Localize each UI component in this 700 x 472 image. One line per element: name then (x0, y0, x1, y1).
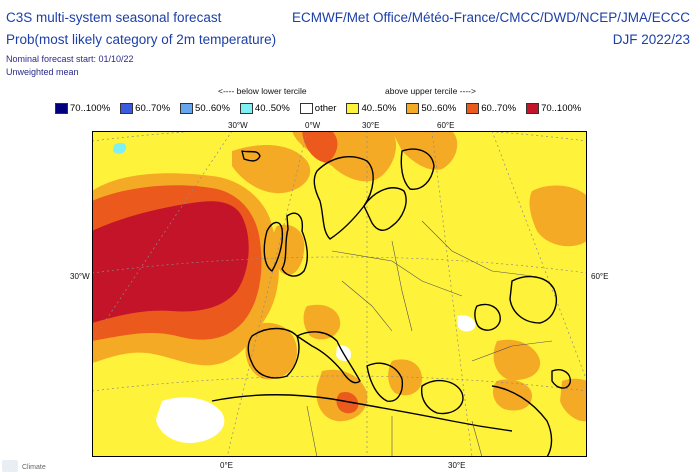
mean-type: Unweighted mean (6, 67, 79, 77)
coastline-balkans (366, 362, 404, 402)
region-above-60-70 (302, 131, 338, 163)
coastline-iberia (247, 327, 300, 379)
legend-label: 60..70% (481, 103, 517, 114)
climate-logo-text: Climate (22, 464, 46, 471)
coastline-turkey (420, 379, 464, 415)
region-above-70-100 (92, 201, 249, 323)
legend-item: 40..50% (346, 103, 396, 114)
centres-list: ECMWF/Met Office/Météo-France/CMCC/DWD/N… (291, 10, 690, 25)
legend-swatch (55, 103, 68, 114)
legend-above-label: above upper tercile ----> (385, 86, 476, 96)
region-above-60-70 (336, 391, 359, 414)
region-above-50-60 (560, 378, 587, 422)
legend-item: 70..100% (526, 103, 581, 114)
lon-label-top: 30°W (228, 121, 248, 130)
legend-item: 50..60% (180, 103, 230, 114)
region-above-50-60 (232, 145, 311, 194)
legend-swatch (406, 103, 420, 114)
border-line (331, 250, 463, 297)
legend-swatch (239, 103, 253, 114)
legend-item: 60..70% (466, 103, 516, 114)
coastline-norway (313, 155, 374, 240)
legend-below-label: <---- below lower tercile (218, 86, 307, 96)
legend-label: 40..50% (361, 103, 397, 114)
coastline-sweden (363, 187, 407, 231)
region-above-50-60 (245, 322, 297, 380)
legend-label: 50..60% (421, 103, 457, 114)
legend-label: 50..60% (195, 103, 230, 114)
probability-map (92, 131, 587, 457)
legend-item: 40..50% (239, 103, 290, 114)
coastline-arabia (491, 385, 553, 457)
coastline-ireland (263, 221, 284, 272)
legend-label: 60..70% (135, 103, 171, 114)
copernicus-logo (2, 460, 18, 472)
grid-line (226, 131, 308, 457)
graticule (92, 131, 587, 457)
map-svg (92, 131, 587, 457)
legend-swatch (120, 103, 134, 114)
legend-item: 60..70% (120, 103, 170, 114)
border-line (391, 240, 413, 332)
lat-label-right: 60°E (591, 272, 609, 281)
season-label: DJF 2022/23 (612, 32, 690, 47)
coastline-britain (281, 212, 309, 277)
coastline-black-sea (474, 303, 501, 331)
lat-label-left: 30°W (70, 272, 90, 281)
coastlines (211, 148, 571, 457)
border-line (421, 220, 533, 277)
legend-label: 40..50% (254, 103, 290, 114)
coastline-france-italy (296, 331, 361, 384)
region-other (457, 315, 476, 332)
borders (306, 220, 553, 457)
coastline-iceland (241, 150, 261, 162)
border-line (471, 340, 553, 362)
region-other (156, 397, 225, 444)
region-above-50-60 (272, 224, 305, 275)
lon-label-bottom: 0°E (220, 461, 233, 470)
map-frame (92, 131, 587, 457)
legend-label: 70..100% (541, 103, 582, 114)
border-line (306, 405, 318, 457)
region-below-40-50 (113, 142, 127, 154)
legend-item: 50..60% (406, 103, 456, 114)
legend-swatch (346, 103, 360, 114)
legend-item: 70..100% (55, 103, 110, 114)
coastline-caspian (509, 275, 558, 324)
legend-swatch (466, 103, 480, 114)
border-line (471, 420, 483, 457)
region-above-50-60 (493, 339, 541, 381)
region-above-50-60 (392, 131, 458, 170)
legend-swatch (299, 103, 313, 114)
region-above-50-60 (529, 185, 587, 247)
title-line-2: Prob(most likely category of 2m temperat… (6, 32, 277, 47)
lon-label-top: 60°E (437, 121, 455, 130)
legend-label: other (314, 103, 337, 114)
region-above-50-60 (303, 304, 341, 340)
lon-label-top: 30°E (362, 121, 380, 130)
legend-swatch (180, 103, 194, 114)
border-line (341, 280, 393, 332)
region-above-50-60 (492, 379, 532, 411)
forecast-start: Nominal forecast start: 01/10/22 (6, 54, 134, 64)
coastline-gulf (551, 369, 571, 389)
legend-swatch (526, 103, 540, 114)
legend-item: other (299, 103, 337, 114)
grid-line (92, 131, 233, 342)
lon-label-bottom: 30°E (448, 461, 466, 470)
legend-label: 70..100% (70, 103, 111, 114)
title-line-1: C3S multi-system seasonal forecast (6, 10, 222, 25)
legend: 70..100% 60..70% 50..60% 40..50% other 4… (55, 103, 587, 114)
coastline-north-africa (211, 394, 513, 432)
region-above-50-60 (388, 359, 422, 396)
lon-label-top: 0°W (305, 121, 321, 130)
coastline-finland (400, 148, 435, 190)
